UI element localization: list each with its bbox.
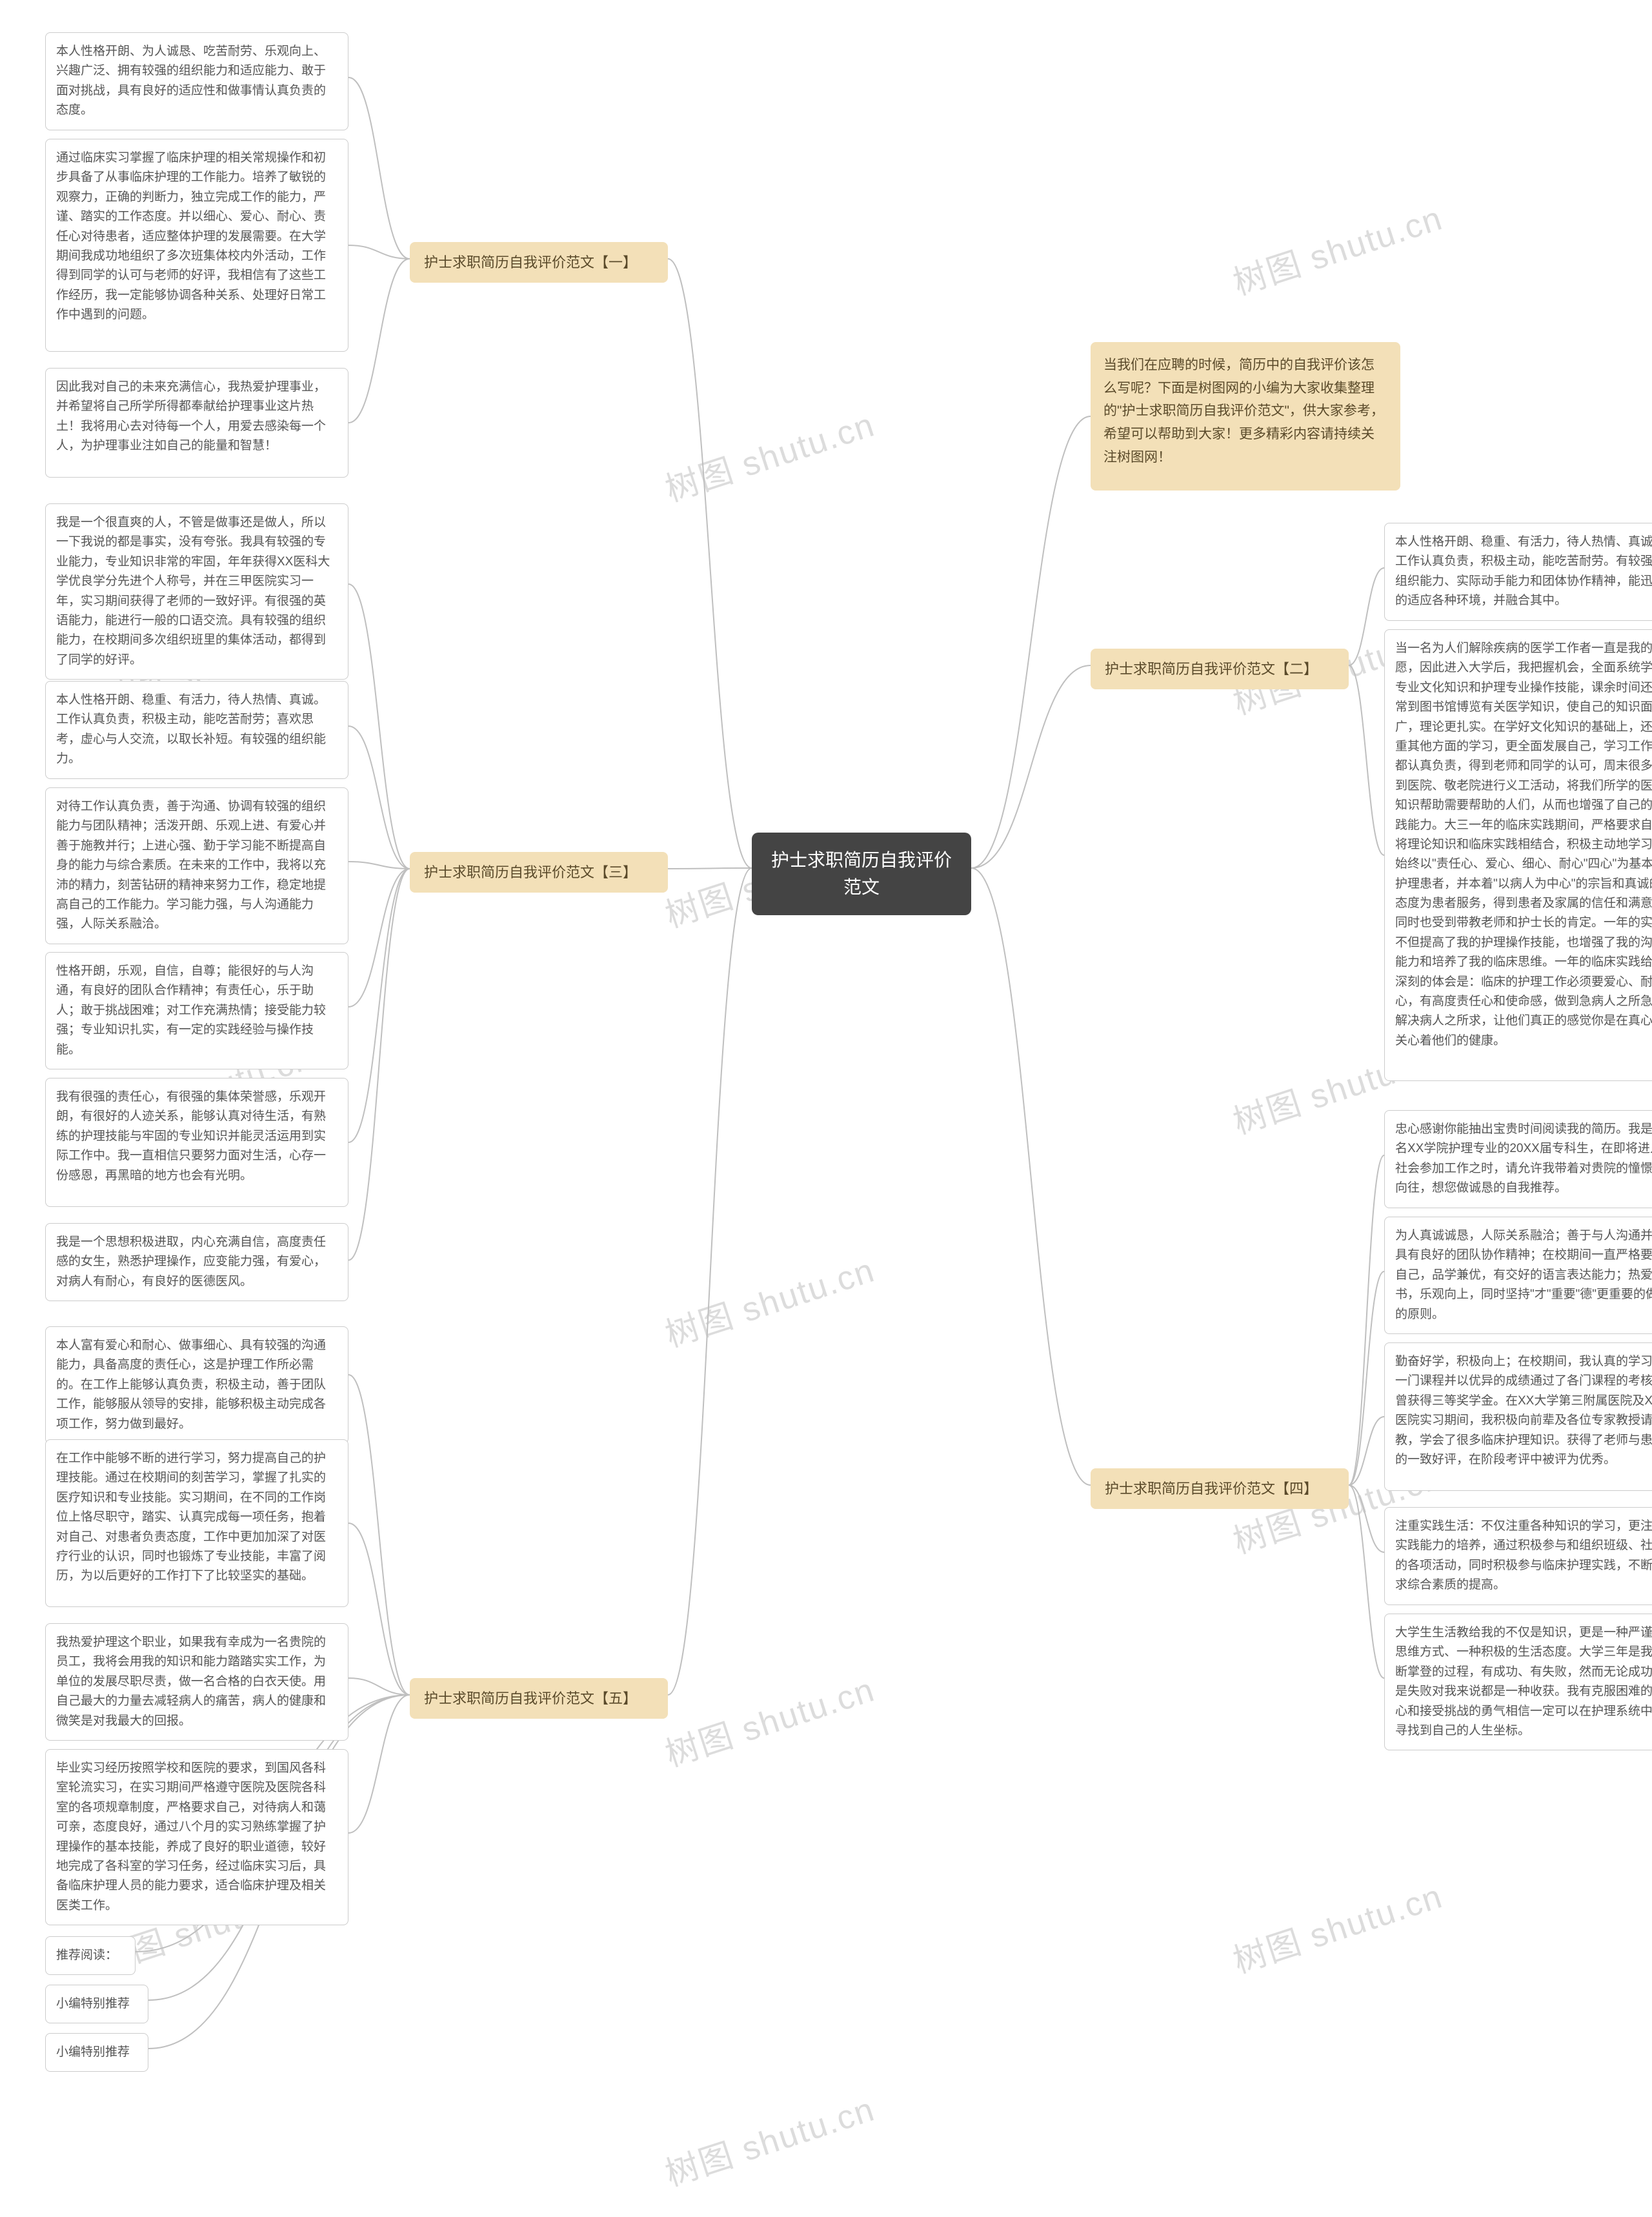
leaf-node: 我是一个思想积极进取，内心充满自信，高度责任感的女生，熟悉护理操作，应变能力强，… <box>45 1223 348 1301</box>
leaf-node: 对待工作认真负责，善于沟通、协调有较强的组织能力与团队精神；活泼开朗、乐观上进、… <box>45 787 348 944</box>
leaf-node: 忠心感谢你能抽出宝贵时间阅读我的简历。我是一名XX学院护理专业的20XX届专科生… <box>1384 1110 1652 1208</box>
leaf-node: 我是一个很直爽的人，不管是做事还是做人，所以一下我说的都是事实，没有夸张。我具有… <box>45 503 348 680</box>
leaf-node: 在工作中能够不断的进行学习，努力提高自己的护理技能。通过在校期间的刻苦学习，掌握… <box>45 1439 348 1607</box>
leaf-node: 本人性格开朗、为人诚恳、吃苦耐劳、乐观向上、兴趣广泛、拥有较强的组织能力和适应能… <box>45 32 348 130</box>
leaf-node: 当一名为人们解除疾病的医学工作者一直是我的心愿，因此进入大学后，我把握机会，全面… <box>1384 629 1652 1081</box>
branch-node: 护士求职简历自我评价范文【二】 <box>1091 649 1349 689</box>
leaf-node: 注重实践生活：不仅注重各种知识的学习，更注重实践能力的培养，通过积极参与和组织班… <box>1384 1507 1652 1605</box>
leaf-node: 推荐阅读： <box>45 1936 136 1975</box>
leaf-node: 毕业实习经历按照学校和医院的要求，到国风各科室轮流实习，在实习期间严格遵守医院及… <box>45 1749 348 1925</box>
leaf-node: 本人性格开朗、稳重、有活力，待人热情、真诚。工作认真负责，积极主动，能吃苦耐劳。… <box>1384 523 1652 621</box>
branch-node: 护士求职简历自我评价范文【一】 <box>410 242 668 283</box>
mindmap-canvas: 树图 shutu.cn树图 shutu.cn树图 shutu.cn树图 shut… <box>0 0 1652 2217</box>
leaf-node: 我有很强的责任心，有很强的集体荣誉感，乐观开朗，有很好的人迹关系，能够认真对待生… <box>45 1078 348 1207</box>
leaf-node: 大学生生活教给我的不仅是知识，更是一种严谨的思维方式、一种积极的生活态度。大学三… <box>1384 1614 1652 1750</box>
leaf-node: 小编特别推荐 <box>45 1985 148 2023</box>
leaf-node: 我热爱护理这个职业，如果我有幸成为一名贵院的员工，我将会用我的知识和能力踏踏实实… <box>45 1623 348 1741</box>
leaf-node: 为人真诚诚恳，人际关系融洽；善于与人沟通并且具有良好的团队协作精神；在校期间一直… <box>1384 1217 1652 1334</box>
leaf-node: 本人性格开朗、稳重、有活力，待人热情、真诚。工作认真负责，积极主动，能吃苦耐劳；… <box>45 681 348 779</box>
leaf-node: 勤奋好学，积极向上；在校期间，我认真的学习每一门课程并以优异的成绩通过了各门课程… <box>1384 1342 1652 1491</box>
branch-node: 护士求职简历自我评价范文【五】 <box>410 1678 668 1719</box>
leaf-node: 因此我对自己的未来充满信心，我热爱护理事业，并希望将自己所学所得都奉献给护理事业… <box>45 368 348 478</box>
branch-node: 护士求职简历自我评价范文【三】 <box>410 852 668 893</box>
leaf-node: 本人富有爱心和耐心、做事细心、具有较强的沟通能力，具备高度的责任心，这是护理工作… <box>45 1326 348 1444</box>
center-node: 护士求职简历自我评价范文 <box>752 833 971 915</box>
leaf-node: 小编特别推荐 <box>45 2033 148 2072</box>
intro-node: 当我们在应聘的时候，简历中的自我评价该怎么写呢？下面是树图网的小编为大家收集整理… <box>1091 342 1400 491</box>
leaf-node: 通过临床实习掌握了临床护理的相关常规操作和初步具备了从事临床护理的工作能力。培养… <box>45 139 348 352</box>
leaf-node: 性格开朗，乐观，自信，自尊；能很好的与人沟通，有良好的团队合作精神；有责任心，乐… <box>45 952 348 1069</box>
branch-node: 护士求职简历自我评价范文【四】 <box>1091 1468 1349 1509</box>
